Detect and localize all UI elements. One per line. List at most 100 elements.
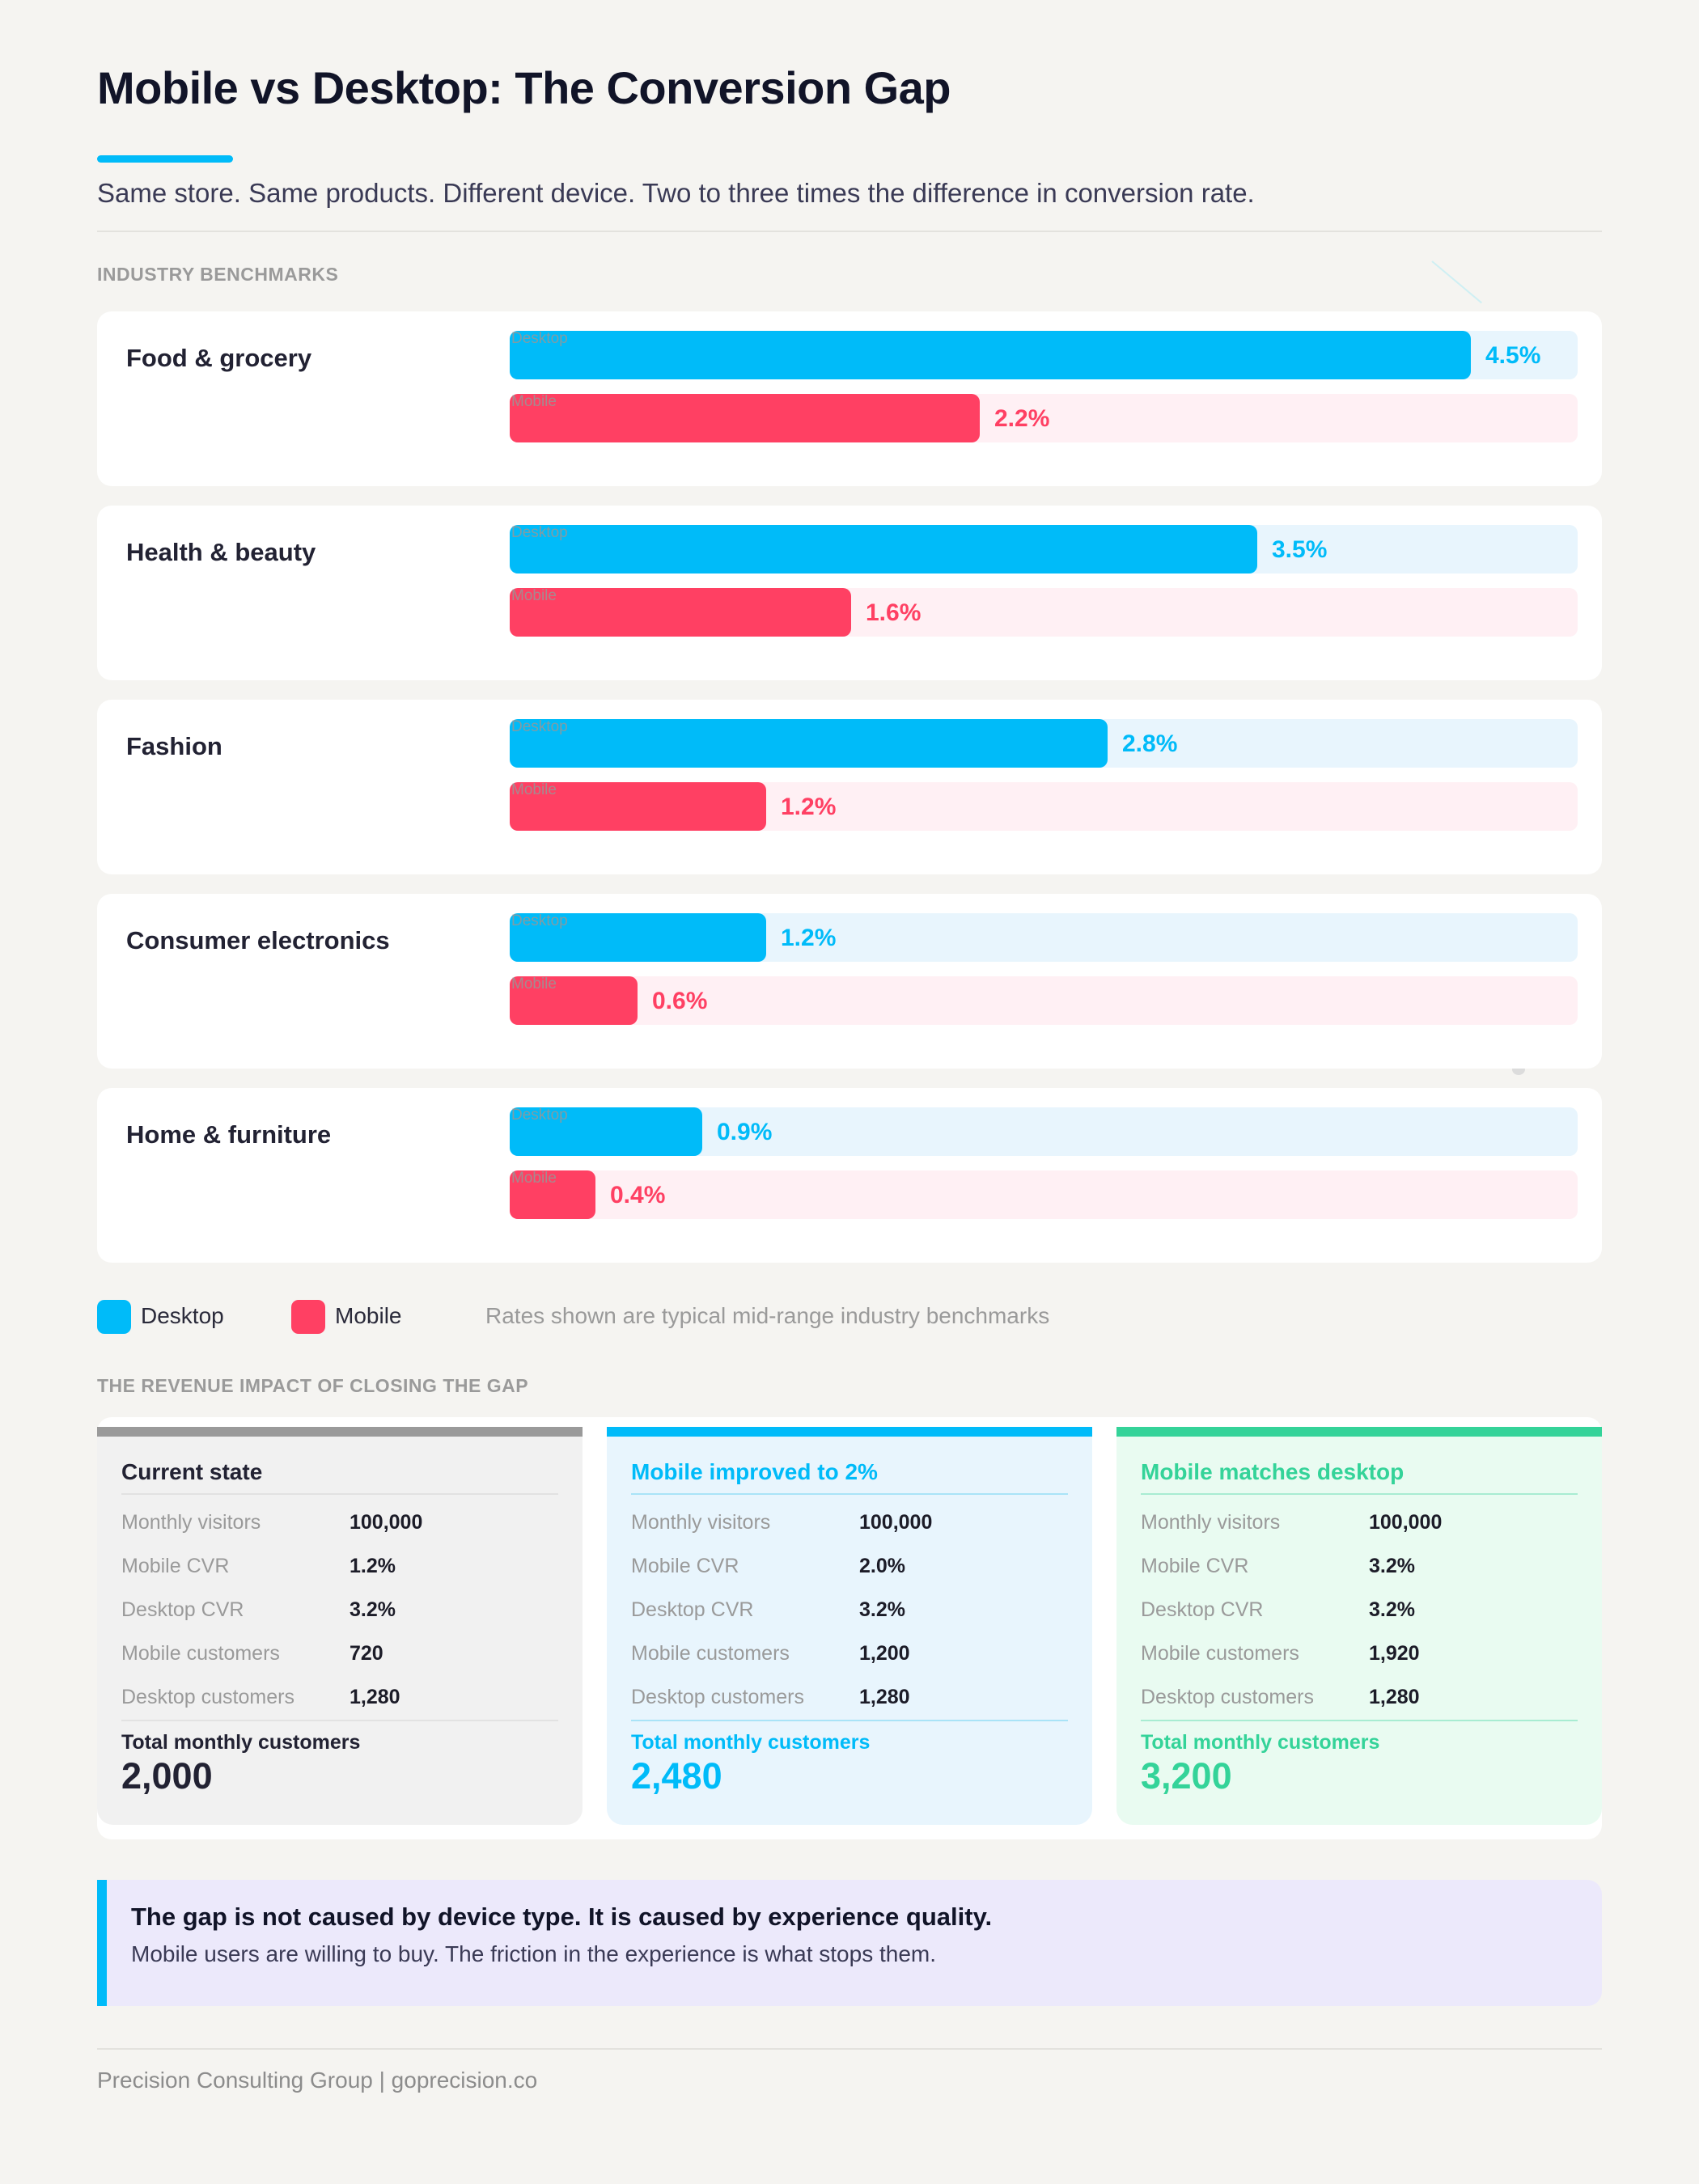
benchmark-card: Health & beauty Desktop 3.5% Mobile 1.6% [97,506,1602,680]
metric-label: Monthly visitors [1141,1511,1281,1534]
metric-label: Monthly visitors [121,1511,261,1534]
metric-value: 1,920 [1369,1642,1420,1665]
metric-value: 3.2% [859,1598,905,1621]
metric-label: Desktop customers [631,1686,804,1708]
scenario-card: Mobile improved to 2% Monthly visitors 100… [607,1427,1092,1825]
desktop-bar-track: Desktop 4.5% [510,331,1578,379]
mobile-data-label: 1.6% [866,599,922,626]
mobile-bar-tag: Mobile [511,976,557,993]
desktop-data-label: 3.5% [1272,536,1328,563]
mobile-data-label: 0.4% [610,1182,666,1208]
scenario-card: Mobile matches desktop Monthly visitors 10… [1116,1427,1602,1825]
scenario-accent-bar [607,1427,1092,1437]
category-label: Home & furniture [126,1120,332,1149]
scenario-accent-bar [1116,1427,1602,1437]
total-value: 2,480 [631,1755,722,1797]
total-value: 3,200 [1141,1755,1232,1797]
legend-desktop-label: Desktop [141,1303,224,1328]
metric-value: 2.0% [859,1555,905,1577]
desktop-bar-tag: Desktop [511,330,568,347]
metric-label: Mobile customers [1141,1642,1299,1665]
metric-value: 3.2% [1369,1598,1415,1621]
legend-desktop-swatch [97,1300,131,1334]
metric-value: 1,280 [1369,1686,1420,1708]
mobile-bar [510,394,980,442]
metric-value: 100,000 [859,1511,933,1534]
legend-mobile-label: Mobile [335,1303,402,1328]
metric-value: 3.2% [350,1598,396,1621]
desktop-bar [510,913,766,962]
mobile-bar-track: Mobile 1.6% [510,588,1578,637]
impact-section-label: THE REVENUE IMPACT OF CLOSING THE GAP [97,1375,529,1396]
mobile-bar-tag: Mobile [511,393,557,410]
desktop-data-label: 1.2% [781,925,837,951]
scenario-divider [121,1493,558,1495]
desktop-bar [510,719,1108,768]
metric-label: Desktop CVR [631,1598,754,1621]
metric-value: 100,000 [350,1511,423,1534]
desktop-bar [510,1107,702,1156]
mobile-bar-track: Mobile 2.2% [510,394,1578,442]
scenario-divider [1141,1493,1578,1495]
mobile-bar [510,1170,595,1219]
scenario-divider [631,1720,1068,1721]
metric-value: 1,280 [859,1686,910,1708]
benchmark-card: Fashion Desktop 2.8% Mobile 1.2% [97,700,1602,874]
mobile-bar-tag: Mobile [511,781,557,798]
benchmarks-section-label: INDUSTRY BENCHMARKS [97,264,339,285]
metric-value: 1,200 [859,1642,910,1665]
category-label: Health & beauty [126,538,316,566]
desktop-bar-track: Desktop 2.8% [510,719,1578,768]
metric-label: Monthly visitors [631,1511,771,1534]
desktop-bar-tag: Desktop [511,718,568,735]
metric-label: Desktop CVR [121,1598,244,1621]
metric-value: 3.2% [1369,1555,1415,1577]
benchmark-card: Home & furniture Desktop 0.9% Mobile 0.4% [97,1088,1602,1263]
benchmark-card: Food & grocery Desktop 4.5% Mobile 2.2% [97,311,1602,486]
desktop-bar-track: Desktop 1.2% [510,913,1578,962]
mobile-bar [510,976,638,1025]
decorative-line [1431,260,1482,304]
scenario-divider [1141,1720,1578,1721]
metric-label: Mobile customers [121,1642,280,1665]
metric-label: Desktop customers [121,1686,294,1708]
desktop-bar [510,525,1257,574]
mobile-bar-tag: Mobile [511,1170,557,1187]
total-value: 2,000 [121,1755,213,1797]
page-subtitle: Same store. Same products. Different dev… [97,178,1255,208]
callout-body: Mobile users are willing to buy. The fri… [131,1941,936,1966]
total-label: Total monthly customers [1141,1731,1380,1754]
metric-value: 1,280 [350,1686,400,1708]
scenario-divider [121,1720,558,1721]
desktop-data-label: 0.9% [717,1119,773,1145]
scenario-panel: Current state Monthly visitors 100,000 Mobi… [97,1417,1602,1839]
desktop-bar-track: Desktop 3.5% [510,525,1578,574]
mobile-bar [510,782,766,831]
key-insight-callout: The gap is not caused by device type. It… [97,1880,1602,2006]
metric-label: Mobile CVR [1141,1555,1249,1577]
legend-mobile-swatch [291,1300,325,1334]
scenario-card: Current state Monthly visitors 100,000 Mobi… [97,1427,583,1825]
benchmark-card: Consumer electronics Desktop 1.2% Mobile 0.6… [97,894,1602,1069]
mobile-bar-track: Mobile 0.6% [510,976,1578,1025]
footer-divider [97,2048,1602,2050]
scenario-title: Mobile improved to 2% [631,1459,878,1484]
mobile-bar-tag: Mobile [511,587,557,604]
callout-headline: The gap is not caused by device type. It… [131,1903,993,1931]
scenario-title: Current state [121,1459,263,1484]
metric-value: 100,000 [1369,1511,1443,1534]
desktop-bar-tag: Desktop [511,1107,568,1124]
desktop-bar-tag: Desktop [511,524,568,541]
metric-label: Mobile customers [631,1642,790,1665]
mobile-bar [510,588,851,637]
metric-value: 1.2% [350,1555,396,1577]
footer-credit: Precision Consulting Group | goprecision… [97,2068,538,2093]
mobile-data-label: 0.6% [652,988,708,1014]
metric-label: Mobile CVR [631,1555,739,1577]
scenario-accent-bar [97,1427,583,1437]
mobile-data-label: 1.2% [781,794,837,820]
scenario-title: Mobile matches desktop [1141,1459,1405,1484]
chart-legend: Desktop Mobile Rates shown are typical m… [97,1298,1602,1334]
desktop-data-label: 2.8% [1122,730,1178,757]
mobile-bar-track: Mobile 0.4% [510,1170,1578,1219]
